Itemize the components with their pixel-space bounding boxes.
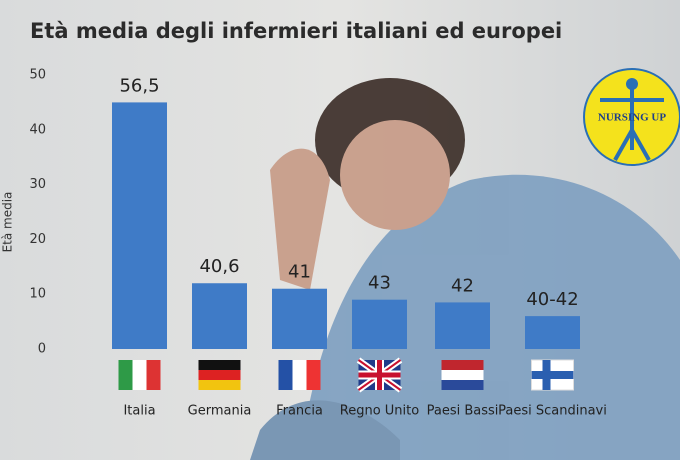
bar [272, 288, 327, 349]
flag [118, 360, 161, 390]
x-tick-label: Italia [123, 404, 155, 419]
flag [278, 360, 321, 390]
y-axis-label: Età media [1, 192, 15, 253]
bar [435, 302, 490, 349]
bar [112, 102, 167, 350]
flag-part [306, 360, 321, 390]
flag-part [292, 360, 307, 390]
bar [525, 316, 580, 349]
bar-annotation: 43 [368, 273, 391, 294]
x-tick-label: Paesi Scandinavi [498, 404, 607, 419]
flag-part [441, 360, 484, 370]
bar-annotation: 41 [288, 262, 311, 283]
chart-title: Età media degli infermieri italiani ed e… [30, 19, 562, 43]
x-tick-label: Regno Unito [340, 404, 419, 419]
flag-part [531, 360, 574, 390]
flag-part [358, 360, 401, 390]
flag-part [132, 360, 147, 390]
y-tick-label: 50 [29, 68, 46, 83]
y-tick-label: 10 [29, 287, 46, 302]
logo-text: NURSING UP [598, 112, 666, 124]
bar-annotation: 40,6 [199, 256, 239, 277]
x-tick-label: Francia [276, 404, 323, 419]
flag [441, 360, 484, 390]
bar-annotation: 40-42 [526, 289, 578, 310]
bar [352, 299, 407, 349]
y-tick-label: 40 [29, 122, 46, 137]
y-tick-label: 0 [38, 342, 46, 357]
bar-annotation: 56,5 [119, 75, 159, 96]
y-tick-label: 30 [29, 177, 46, 192]
flag-part [198, 380, 241, 390]
flag [531, 359, 574, 391]
x-tick-label: Germania [188, 404, 252, 419]
bar [192, 283, 247, 349]
flag-part [441, 370, 484, 380]
y-tick-label: 20 [29, 232, 46, 247]
logo: NURSING UP [583, 68, 680, 166]
flag [356, 357, 403, 393]
flag-part [441, 380, 484, 390]
bar-annotation: 42 [451, 275, 474, 296]
flag-part [278, 360, 293, 390]
flag-part [146, 360, 161, 390]
flag-part [118, 360, 133, 390]
flag-part [198, 370, 241, 380]
flag-part [198, 360, 241, 370]
flag [198, 360, 241, 390]
x-tick-label: Paesi Bassi [427, 404, 499, 419]
